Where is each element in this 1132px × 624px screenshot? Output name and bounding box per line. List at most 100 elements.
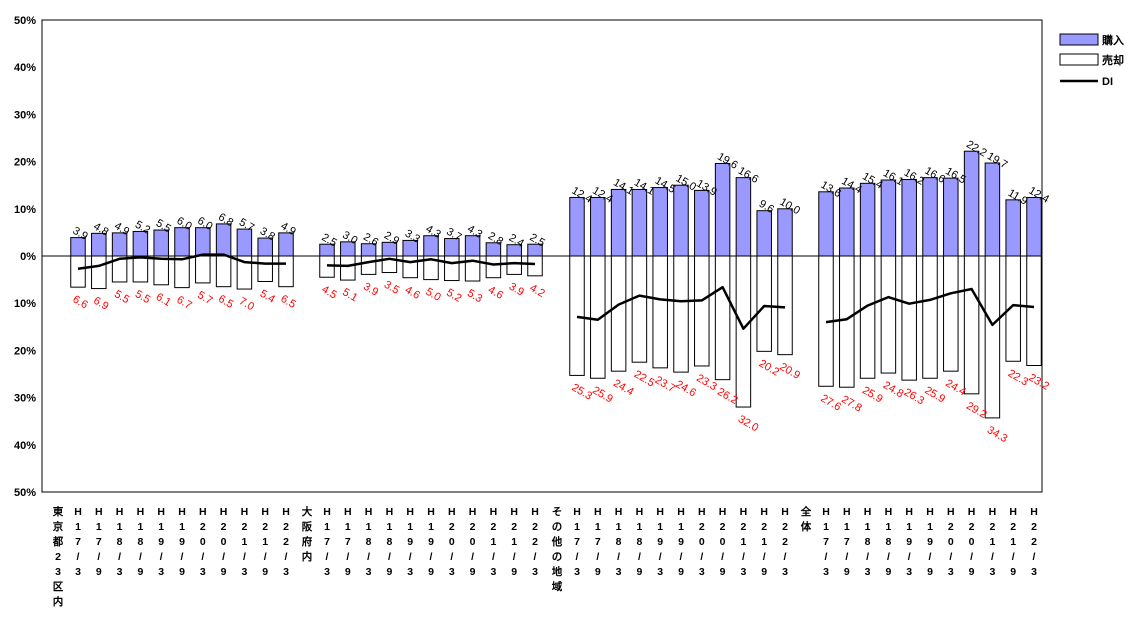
x-tick-label: 3	[158, 566, 164, 578]
x-tick-label: H	[261, 506, 269, 518]
x-tick-label: 1	[137, 521, 143, 533]
x-tick-label: H	[282, 506, 290, 518]
buy-bar	[777, 208, 793, 257]
y-tick-label: 30%	[14, 393, 36, 405]
x-tick-label: 1	[844, 521, 850, 533]
x-tick-label: 2	[1031, 521, 1037, 533]
x-tick-label: 9	[636, 566, 642, 578]
x-tick-label: 3	[657, 566, 663, 578]
x-tick-label: 1	[75, 521, 81, 533]
x-tick-label: 8	[366, 536, 372, 548]
di-line	[576, 285, 786, 330]
x-tick-label: H	[1009, 506, 1017, 518]
x-tick-label: H	[137, 506, 145, 518]
buy-bar	[1026, 196, 1042, 257]
y-tick-label: 40%	[14, 440, 36, 452]
x-tick-label: H	[199, 506, 207, 518]
x-tick-label: 2	[699, 521, 705, 533]
sell-bar	[714, 255, 731, 381]
x-tick-label: /	[638, 551, 641, 563]
x-tick-label: /	[596, 551, 599, 563]
sell-bar	[91, 255, 107, 290]
x-tick-label: /	[513, 551, 516, 563]
sell-bar	[132, 255, 149, 283]
buy-bar	[652, 187, 668, 257]
x-tick-label: 8	[616, 536, 622, 548]
x-tick-label: /	[450, 551, 453, 563]
x-tick-label: 3	[366, 566, 372, 578]
group-label: 体	[801, 520, 812, 533]
x-tick-label: /	[160, 551, 163, 563]
x-tick-label: 0	[720, 536, 726, 548]
buy-bar	[922, 177, 938, 257]
x-tick-label: /	[721, 551, 724, 563]
x-tick-label: 1	[386, 521, 392, 533]
sell-bar	[735, 255, 752, 408]
x-tick-label: H	[989, 506, 997, 518]
x-tick-label: 3	[75, 566, 81, 578]
legend: 購入 売却 DI	[1059, 33, 1124, 88]
x-tick-label: 3	[449, 566, 455, 578]
x-tick-label: 1	[636, 521, 642, 533]
group-label: 区	[53, 581, 64, 593]
x-tick-label: 1	[428, 521, 434, 533]
sell-bar	[963, 255, 980, 395]
legend-swatch-sell	[1059, 53, 1099, 66]
x-tick-label: 8	[137, 536, 143, 548]
x-tick-label: 3	[1031, 566, 1037, 578]
y-tick-label: 30%	[14, 109, 36, 121]
x-tick-label: 8	[865, 536, 871, 548]
buy-bar	[963, 150, 980, 257]
sell-bar	[859, 255, 876, 379]
x-tick-label: 3	[782, 566, 788, 578]
di-line	[825, 287, 1035, 327]
x-tick-label: 0	[200, 536, 206, 548]
x-tick-label: 9	[407, 536, 413, 548]
x-tick-label: 2	[948, 521, 954, 533]
x-tick-label: /	[471, 551, 474, 563]
x-tick-label: /	[139, 551, 142, 563]
x-tick-label: 1	[117, 521, 123, 533]
x-tick-label: H	[95, 506, 103, 518]
group-label: 内	[302, 550, 313, 563]
sell-bar	[694, 255, 710, 367]
di-line	[77, 253, 286, 270]
group-label: そ	[552, 506, 563, 518]
sell-bar	[901, 255, 917, 381]
x-tick-label: 2	[511, 521, 517, 533]
sell-bar	[943, 255, 959, 372]
x-tick-label: 9	[678, 536, 684, 548]
x-tick-label: /	[409, 551, 412, 563]
x-tick-label: 2	[283, 536, 289, 548]
x-tick-label: H	[1030, 506, 1038, 518]
x-tick-label: H	[843, 506, 851, 518]
buy-bar	[880, 179, 897, 257]
x-tick-label: 2	[532, 536, 538, 548]
x-tick-label: /	[430, 551, 433, 563]
x-tick-label: 9	[927, 566, 933, 578]
sell-bar	[485, 255, 502, 279]
x-tick-label: 2	[782, 521, 788, 533]
sell-bar	[402, 255, 418, 279]
sell-bar	[257, 255, 273, 282]
x-tick-label: /	[201, 551, 204, 563]
sell-bar	[174, 255, 190, 289]
x-tick-label: /	[845, 551, 848, 563]
x-tick-label: 1	[678, 521, 684, 533]
sell-bar	[756, 255, 772, 352]
group-label: 他	[551, 535, 563, 548]
x-tick-label: H	[636, 506, 644, 518]
x-tick-label: 3	[241, 566, 247, 578]
x-tick-label: /	[118, 551, 121, 563]
x-tick-label: /	[1033, 551, 1036, 563]
x-tick-label: /	[970, 551, 973, 563]
buy-bar	[943, 177, 959, 257]
group-label: 阪	[302, 520, 313, 533]
x-tick-label: 7	[324, 536, 330, 548]
buy-bar	[631, 188, 648, 257]
x-tick-label: H	[760, 506, 768, 518]
x-tick-label: 2	[989, 521, 995, 533]
x-tick-label: /	[576, 551, 579, 563]
x-tick-label: 9	[179, 536, 185, 548]
